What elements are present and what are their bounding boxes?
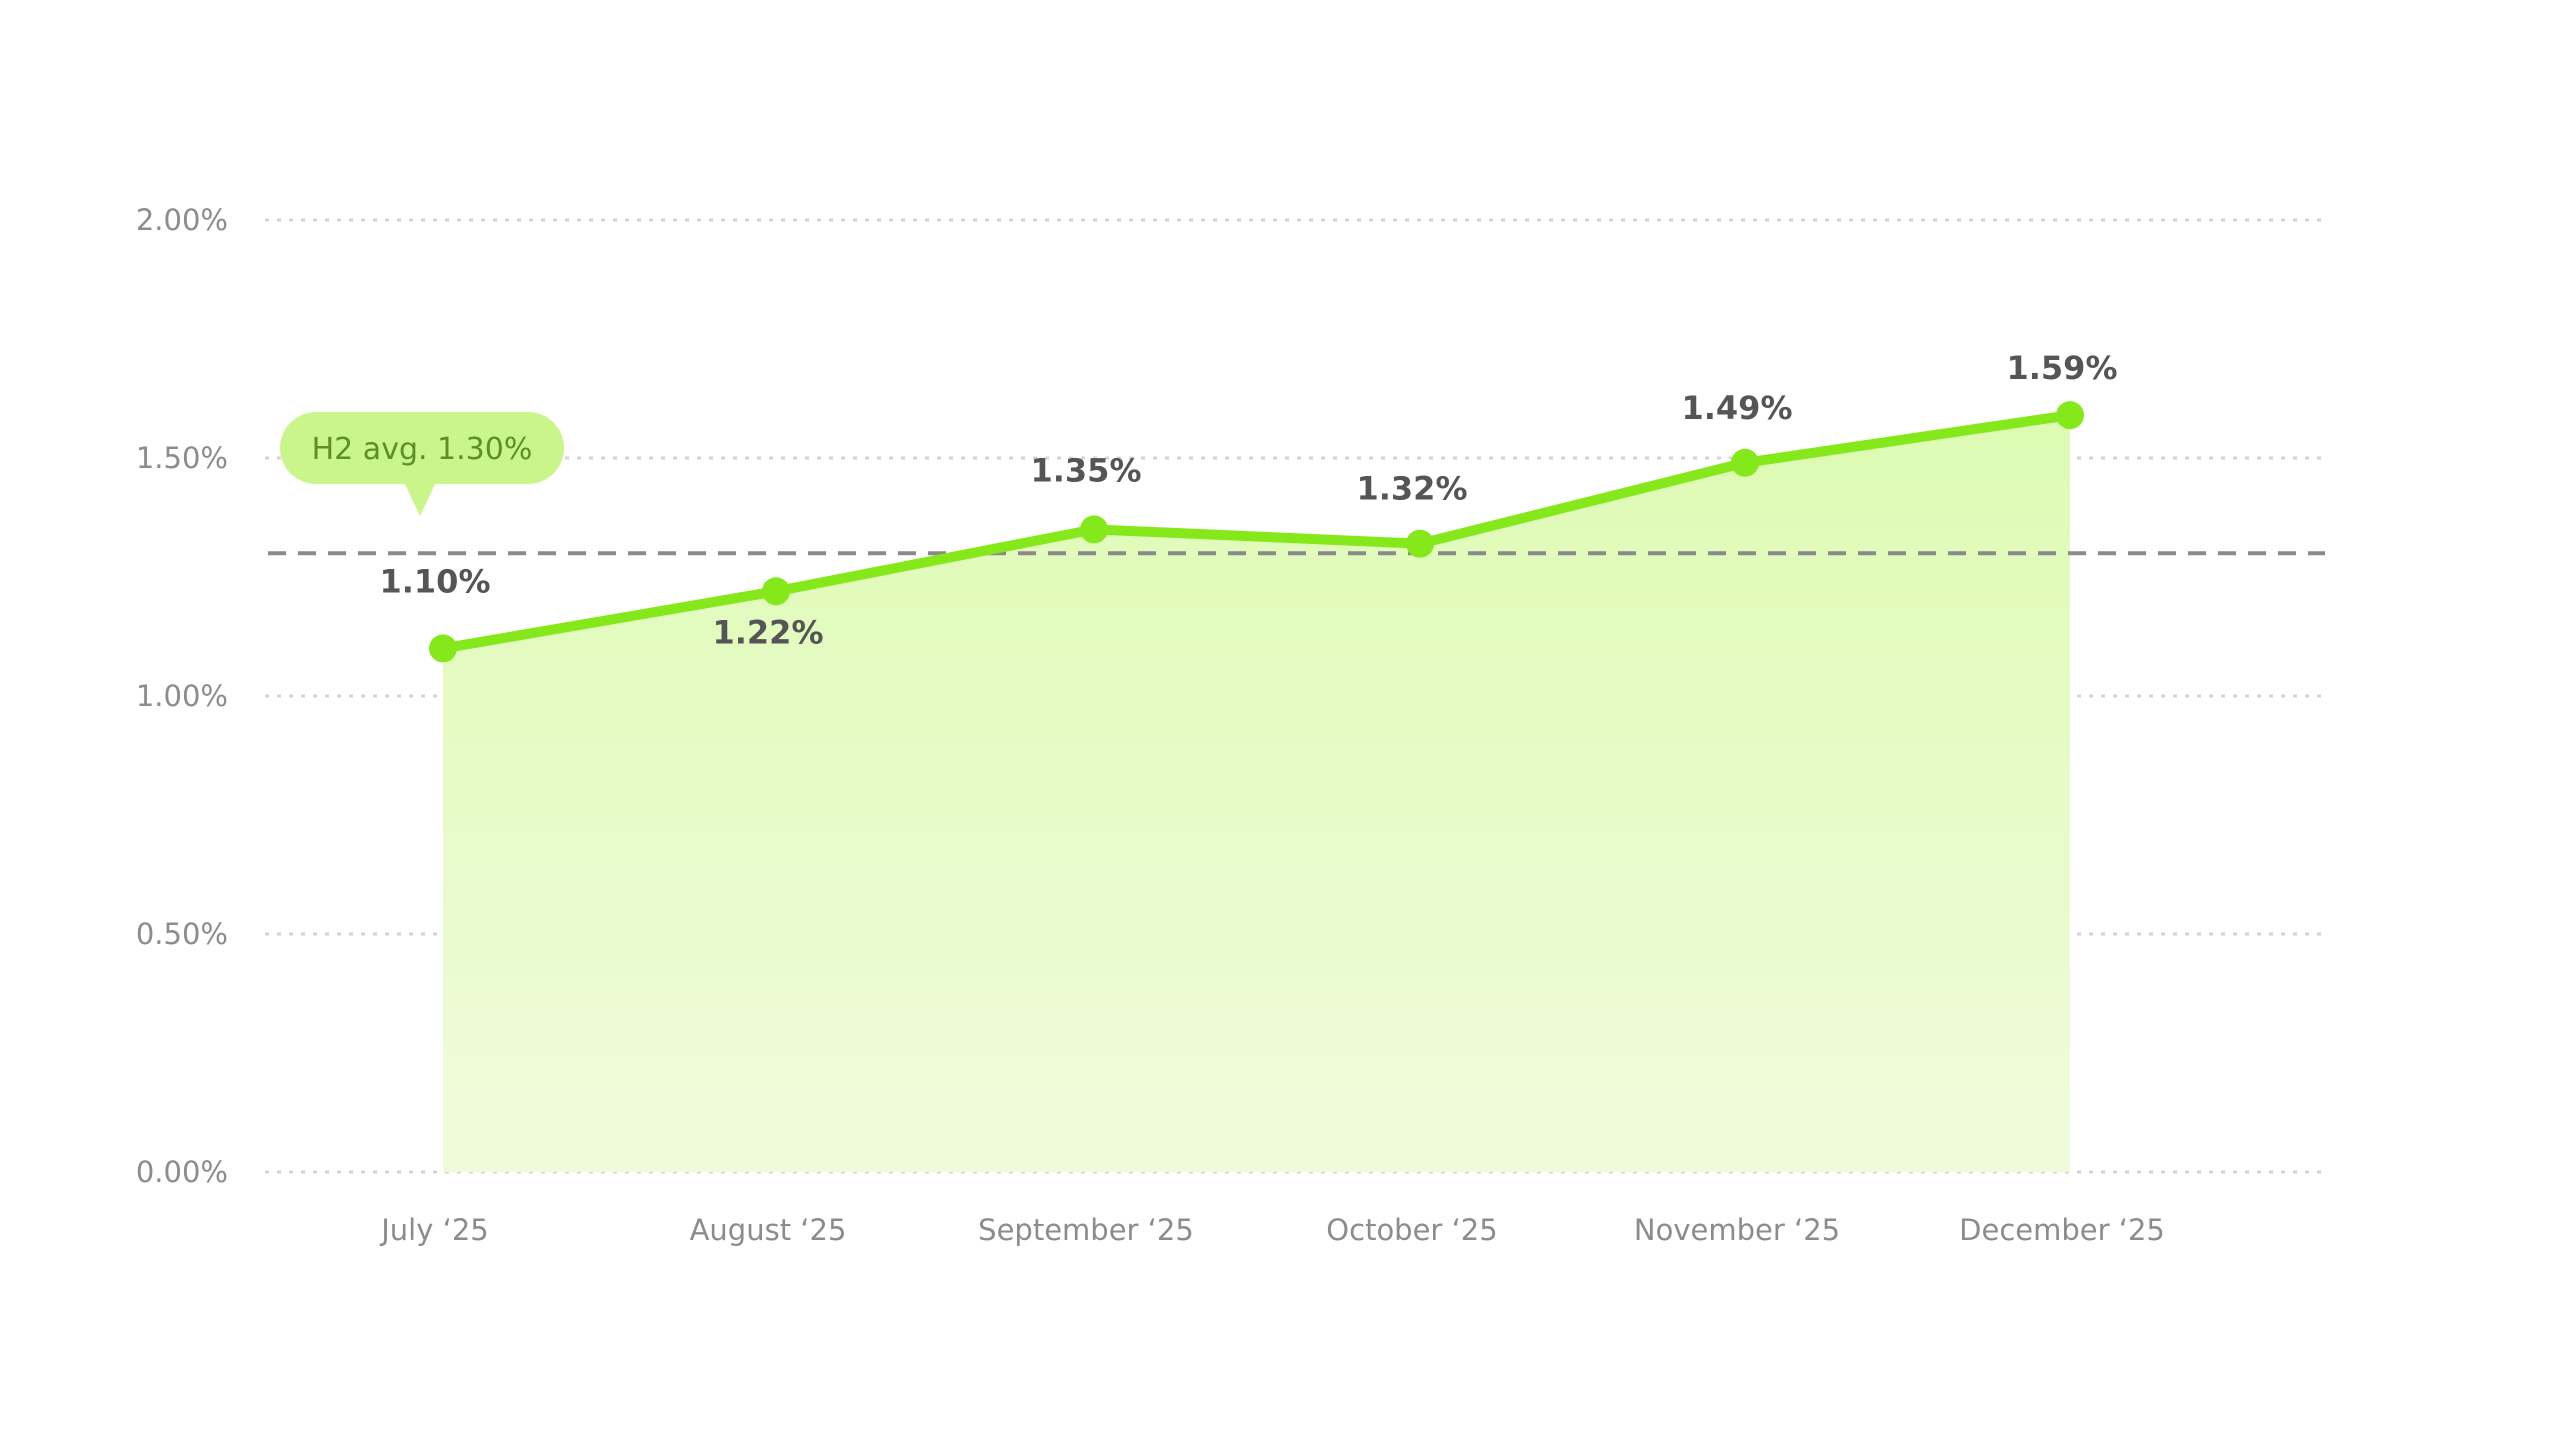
x-tick-label: October ‘25: [1326, 1213, 1497, 1247]
data-point: [1080, 515, 1108, 544]
y-tick-label: 0.50%: [136, 917, 228, 951]
data-label: 1.59%: [2006, 349, 2117, 387]
y-axis: 0.00% 0.50% 1.00% 1.50% 2.00%: [136, 203, 228, 1189]
data-point: [2056, 401, 2084, 430]
average-bubble: [280, 412, 564, 484]
average-label: H2 avg. 1.30%: [312, 432, 533, 467]
data-points: [429, 401, 2084, 663]
average-bubble-pointer: [404, 482, 436, 516]
y-tick-label: 2.00%: [136, 203, 228, 237]
data-label: 1.10%: [379, 562, 490, 600]
area-fill: [443, 415, 2070, 1172]
data-label: 1.49%: [1681, 389, 1792, 427]
y-tick-label: 1.50%: [136, 441, 228, 475]
data-point: [1731, 448, 1759, 477]
y-tick-label: 1.00%: [136, 679, 228, 713]
data-point: [429, 634, 457, 663]
average-reference: H2 avg. 1.30%: [268, 412, 2325, 556]
data-point: [1406, 529, 1434, 558]
x-axis: July ‘25 August ‘25 September ‘25 October ‘…: [379, 1213, 2165, 1247]
series-line-group: [438, 410, 2075, 654]
x-tick-label: August ‘25: [690, 1213, 847, 1247]
y-tick-label: 0.00%: [136, 1155, 228, 1189]
x-tick-label: December ‘25: [1959, 1213, 2165, 1247]
series-line: [438, 410, 2075, 654]
x-tick-label: November ‘25: [1634, 1213, 1840, 1247]
data-point: [762, 577, 790, 606]
data-label: 1.22%: [712, 613, 823, 651]
data-label: 1.35%: [1030, 451, 1141, 489]
x-tick-label: July ‘25: [379, 1213, 489, 1247]
data-label: 1.32%: [1356, 470, 1467, 508]
x-tick-label: September ‘25: [978, 1213, 1194, 1247]
data-labels: 1.10% 1.22% 1.35% 1.32% 1.49% 1.59%: [379, 349, 2117, 651]
area-fill-path: [443, 415, 2070, 1172]
